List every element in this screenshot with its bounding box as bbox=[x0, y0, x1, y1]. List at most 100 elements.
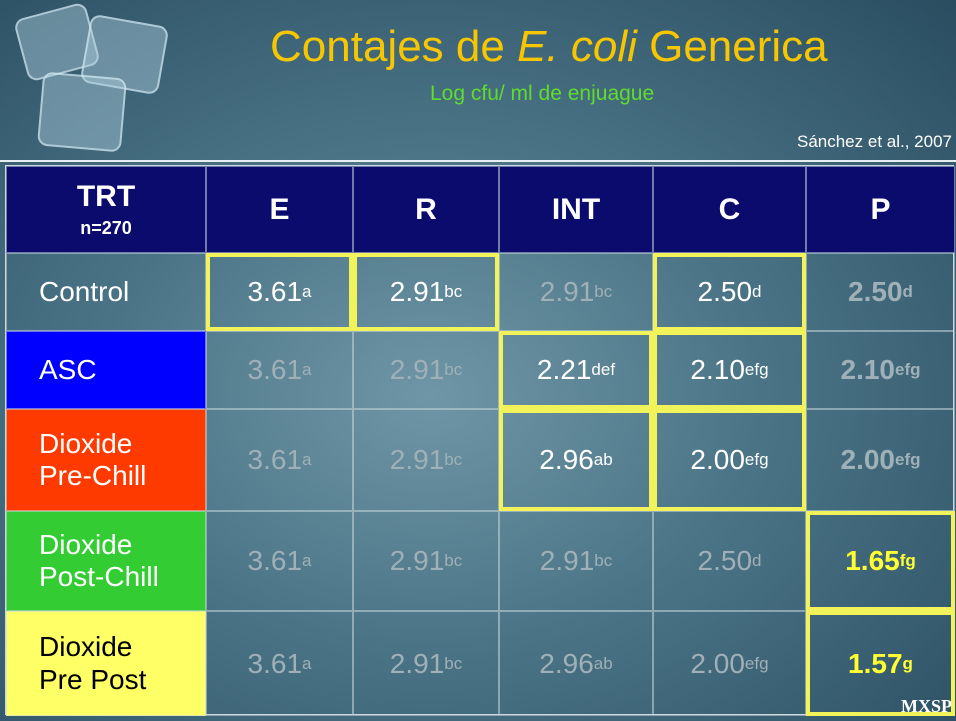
data-cell: 2.50d bbox=[653, 253, 806, 331]
header-text: INT bbox=[552, 193, 600, 227]
cell-value: 2.91 bbox=[390, 354, 445, 386]
cell-superscript: ab bbox=[594, 450, 613, 470]
cell-superscript: a bbox=[302, 282, 311, 302]
cell-superscript: a bbox=[302, 360, 311, 380]
subtitle: Log cfu/ ml de enjuague bbox=[430, 82, 654, 106]
header-text: TRT bbox=[77, 180, 135, 214]
cell-superscript: efg bbox=[895, 360, 921, 380]
row-label-cell: Control bbox=[6, 253, 206, 331]
row-label-line: Dioxide bbox=[39, 529, 159, 561]
header-text: E bbox=[269, 193, 289, 227]
header-text: P bbox=[870, 193, 890, 227]
cell-superscript: bc bbox=[444, 551, 462, 571]
cell-superscript: a bbox=[302, 551, 311, 571]
row-label-line: ASC bbox=[39, 354, 97, 386]
cell-value: 2.91 bbox=[390, 545, 445, 577]
cell-superscript: efg bbox=[745, 360, 769, 380]
cell-value: 2.50 bbox=[698, 276, 753, 308]
cell-superscript: a bbox=[302, 450, 311, 470]
cell-value: 2.21 bbox=[537, 354, 592, 386]
cell-value: 2.00 bbox=[841, 444, 896, 476]
cell-value: 1.65 bbox=[845, 545, 900, 577]
cell-superscript: d bbox=[903, 282, 913, 302]
row-label-line: Dioxide bbox=[39, 631, 146, 663]
cell-value: 2.91 bbox=[540, 276, 595, 308]
header-cell: P bbox=[806, 166, 955, 253]
row-label-cell: ASC bbox=[6, 331, 206, 409]
cell-superscript: bc bbox=[444, 360, 462, 380]
cell-superscript: efg bbox=[745, 654, 769, 674]
cell-value: 2.50 bbox=[848, 276, 903, 308]
header-cell: INT bbox=[499, 166, 653, 253]
cell-value: 2.50 bbox=[698, 545, 753, 577]
cell-value: 2.96 bbox=[539, 648, 594, 680]
cell-superscript: bc bbox=[594, 551, 612, 571]
header-cell: R bbox=[353, 166, 499, 253]
cell-superscript: g bbox=[903, 654, 913, 674]
cell-value: 2.10 bbox=[690, 354, 745, 386]
cell-superscript: d bbox=[752, 551, 761, 571]
title-text: Generica bbox=[637, 22, 828, 71]
row-label-line: Control bbox=[39, 276, 129, 308]
cell-superscript: fg bbox=[900, 551, 916, 571]
cell-value: 2.91 bbox=[390, 648, 445, 680]
title-text: Contajes de bbox=[270, 22, 517, 71]
cell-value: 2.10 bbox=[841, 354, 896, 386]
cell-superscript: bc bbox=[594, 282, 612, 302]
cell-value: 3.61 bbox=[248, 545, 303, 577]
cell-superscript: bc bbox=[444, 450, 462, 470]
row-label-line: Dioxide bbox=[39, 428, 146, 460]
cell-value: 3.61 bbox=[248, 444, 303, 476]
header-cell: E bbox=[206, 166, 353, 253]
cell-value: 3.61 bbox=[248, 354, 303, 386]
header-cell: C bbox=[653, 166, 806, 253]
header-text: n=270 bbox=[80, 218, 132, 239]
row-label-line: Pre Post bbox=[39, 664, 146, 696]
row-label-line: Pre-Chill bbox=[39, 460, 146, 492]
cell-value: 2.91 bbox=[390, 276, 445, 308]
cell-value: 2.91 bbox=[540, 545, 595, 577]
cell-superscript: a bbox=[302, 654, 311, 674]
cell-superscript: ab bbox=[594, 654, 613, 674]
row-label: Control bbox=[39, 276, 129, 308]
puzzle-icon bbox=[37, 71, 127, 152]
citation: Sánchez et al., 2007 bbox=[797, 132, 952, 152]
cell-superscript: efg bbox=[745, 450, 769, 470]
slide: Contajes de E. coli Generica Log cfu/ ml… bbox=[0, 0, 956, 721]
row-label: ASC bbox=[39, 354, 97, 386]
cell-value: 2.00 bbox=[690, 648, 745, 680]
cell-superscript: bc bbox=[444, 654, 462, 674]
cell-value: 3.61 bbox=[248, 648, 303, 680]
header-text: C bbox=[719, 193, 741, 227]
cell-value: 2.91 bbox=[390, 444, 445, 476]
watermark: MXSP bbox=[901, 696, 952, 717]
cell-value: 2.00 bbox=[690, 444, 745, 476]
